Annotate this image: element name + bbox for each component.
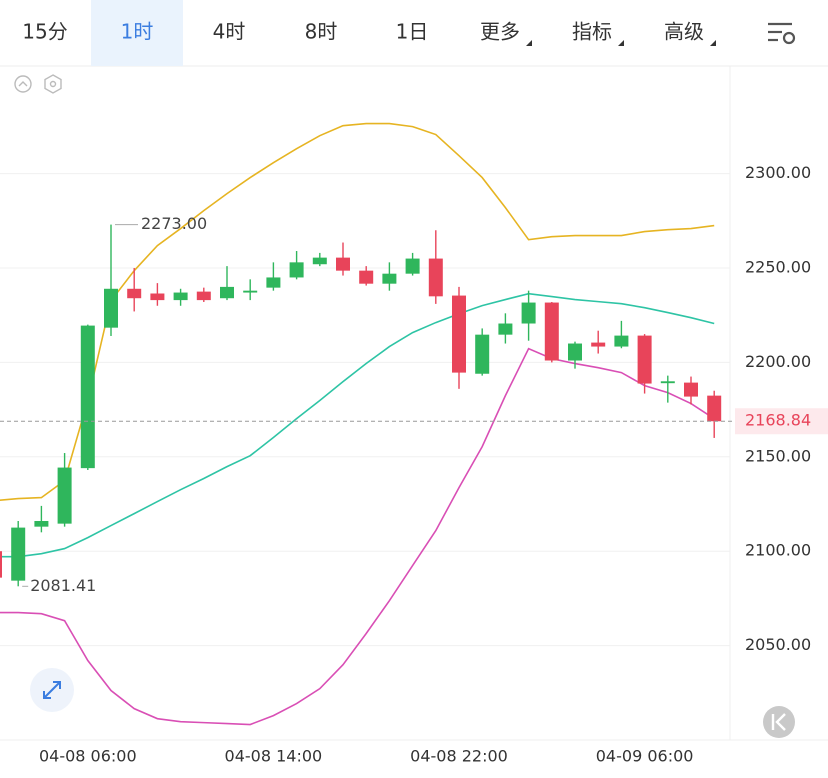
candle-body <box>637 335 652 384</box>
candle-body <box>11 527 26 581</box>
tab-label[interactable]: 15分 <box>22 20 67 44</box>
candle-body <box>521 302 536 324</box>
candle-body <box>336 257 350 271</box>
y-tick-label: 2200.00 <box>745 352 811 371</box>
y-tick-label: 2100.00 <box>745 541 811 560</box>
x-tick-label: 04-09 06:00 <box>596 747 694 766</box>
candle-body <box>34 520 49 527</box>
candle-body <box>660 381 675 384</box>
candle-body <box>104 288 118 328</box>
candle-body <box>57 467 72 524</box>
latest-button[interactable] <box>763 706 795 738</box>
dropdown-triangle <box>618 40 624 46</box>
candle-body <box>591 342 606 347</box>
candle-body <box>568 343 582 361</box>
tab-label[interactable]: 指标 <box>572 20 612 44</box>
candle-body <box>196 291 211 301</box>
y-tick-label: 2300.00 <box>745 163 811 182</box>
candle-body <box>150 293 165 301</box>
tab-label[interactable]: 4时 <box>213 20 246 44</box>
min-label: 2081.41 <box>30 576 96 595</box>
candle-body <box>359 270 374 284</box>
candle-body <box>127 288 142 299</box>
expand-button[interactable] <box>30 668 74 712</box>
candle-body <box>312 257 327 265</box>
candle-body <box>382 273 397 284</box>
y-tick-label: 2050.00 <box>745 635 811 654</box>
candle-body <box>405 258 420 274</box>
candle-body <box>289 262 304 278</box>
candle-body <box>684 382 698 397</box>
band-line <box>0 292 715 558</box>
collapse-icon[interactable] <box>14 75 32 93</box>
candle-body <box>452 295 466 373</box>
tab-label[interactable]: 1时 <box>121 20 154 44</box>
y-tick-label: 2250.00 <box>745 258 811 277</box>
x-tick-label: 04-08 22:00 <box>410 747 508 766</box>
hexagon-icon[interactable] <box>44 74 62 94</box>
last-price-label: 2168.84 <box>745 411 811 430</box>
settings-icon[interactable] <box>768 22 796 45</box>
tab-label[interactable]: 高级 <box>664 20 704 44</box>
x-tick-label: 04-08 14:00 <box>225 747 323 766</box>
x-tick-label: 04-08 06:00 <box>39 747 137 766</box>
candle-body <box>498 323 513 335</box>
tab-label[interactable]: 更多 <box>480 20 520 44</box>
dropdown-triangle <box>710 40 716 46</box>
candle-body <box>0 551 2 578</box>
candle-body <box>475 334 490 374</box>
candle-body <box>428 258 443 297</box>
candle-body <box>544 302 559 361</box>
y-tick-label: 2150.00 <box>745 446 811 465</box>
max-label: 2273.00 <box>141 214 207 233</box>
candle-body <box>243 290 258 293</box>
band-line <box>0 347 715 726</box>
candle-body <box>173 292 188 301</box>
tab-label[interactable]: 8时 <box>305 20 338 44</box>
plot-area <box>0 122 730 726</box>
tab-label[interactable]: 1日 <box>396 20 429 44</box>
dropdown-triangle <box>526 40 532 46</box>
last-price-bg <box>735 408 828 435</box>
active-tab-bg <box>91 0 183 66</box>
candle-body <box>266 277 281 288</box>
candle-body <box>707 395 722 422</box>
candle-body <box>220 286 234 299</box>
candle-body <box>614 335 629 347</box>
candle-body <box>80 325 95 469</box>
